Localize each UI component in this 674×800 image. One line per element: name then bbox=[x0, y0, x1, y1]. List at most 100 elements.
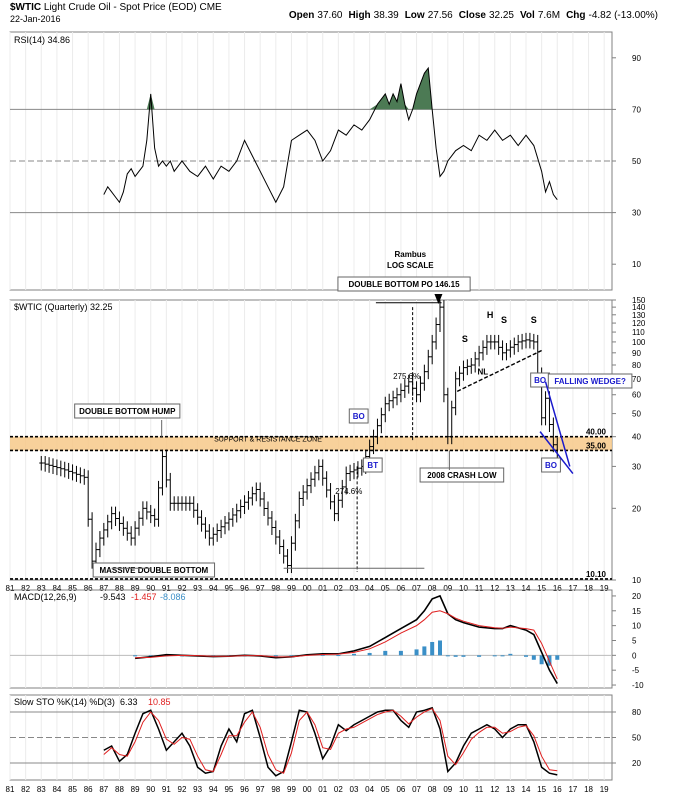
macd-value: -9.543 bbox=[100, 592, 126, 602]
crash-low-label: 2008 CRASH LOW bbox=[427, 471, 497, 480]
sto-x-tick: 16 bbox=[553, 785, 562, 794]
macd-hist-bar bbox=[555, 655, 560, 660]
sto-x-tick: 03 bbox=[350, 785, 359, 794]
price-x-tick: 08 bbox=[428, 584, 437, 593]
wedge-line-upper bbox=[544, 381, 571, 467]
sto-x-tick: 04 bbox=[365, 785, 374, 794]
sto-x-tick: 83 bbox=[37, 785, 46, 794]
massive-double-bottom-label: MASSIVE DOUBLE BOTTOM bbox=[99, 566, 208, 575]
ohlc-value: -4.82 (-13.00%) bbox=[588, 10, 658, 21]
sto-x-tick: 86 bbox=[84, 785, 93, 794]
left-shoulder-label: S bbox=[462, 334, 468, 344]
price-x-tick: 99 bbox=[287, 584, 296, 593]
double-bottom-hump-label: DOUBLE BOTTOM HUMP bbox=[79, 407, 176, 416]
price-y-tick-label: 140 bbox=[632, 303, 646, 312]
rsi-y-tick-label: 10 bbox=[632, 260, 641, 269]
price-x-tick: 95 bbox=[224, 584, 233, 593]
sto-x-tick: 98 bbox=[271, 785, 280, 794]
macd-hist-bar bbox=[148, 655, 153, 657]
ohlc-readout: Open 37.60 High 38.39 Low 27.56 Close 32.25 Vol 7… bbox=[289, 10, 658, 21]
macd-line bbox=[135, 594, 558, 684]
price-x-tick: 12 bbox=[490, 584, 499, 593]
sto-x-tick: 11 bbox=[475, 785, 484, 794]
macd-hist-bar bbox=[438, 640, 442, 656]
sto-x-tick: 92 bbox=[178, 785, 187, 794]
price-x-tick: 19 bbox=[600, 584, 609, 593]
head-label: H bbox=[487, 310, 494, 320]
sto-x-tick: 09 bbox=[443, 785, 452, 794]
price-y-tick-label: 70 bbox=[632, 375, 641, 384]
ohlc-value: 27.56 bbox=[427, 10, 453, 21]
macd-hist-bar bbox=[398, 650, 403, 656]
sto-x-tick: 15 bbox=[537, 785, 546, 794]
po-arrow-icon bbox=[434, 294, 443, 304]
macd-signal-value: -1.457 bbox=[131, 592, 157, 602]
macd-hist-bar bbox=[492, 655, 497, 657]
bo-label-1-box bbox=[348, 408, 369, 424]
support-resistance-zone bbox=[10, 436, 612, 451]
sto-x-tick: 93 bbox=[193, 785, 202, 794]
sto-x-tick: 94 bbox=[209, 785, 218, 794]
price-x-tick: 96 bbox=[240, 584, 249, 593]
price-y-tick-label: 110 bbox=[632, 328, 645, 337]
price-y-tick-label: 150 bbox=[632, 296, 646, 305]
bo-label-3-box bbox=[541, 457, 561, 473]
zone-label: SUPPORT & RESISTANCE ZONE bbox=[214, 436, 322, 443]
price-y-tick-label: 30 bbox=[632, 462, 641, 471]
sto-x-tick: 18 bbox=[584, 785, 593, 794]
macd-y-tick-label: 15 bbox=[632, 607, 641, 616]
macd-hist-bar bbox=[414, 649, 419, 656]
sto-x-tick: 05 bbox=[381, 785, 390, 794]
right-shoulder-label: S bbox=[531, 315, 537, 325]
instrument-name: Light Crude Oil - Spot Price (EOD) bbox=[43, 2, 197, 13]
price-level-label: 35.00 bbox=[586, 441, 607, 450]
macd-hist-bar bbox=[524, 655, 528, 657]
rsi-y-tick-label: 90 bbox=[632, 54, 641, 63]
sto-d-value: 10.85 bbox=[148, 697, 171, 707]
macd-y-tick-label: -10 bbox=[632, 681, 644, 690]
macd-hist-bar bbox=[477, 655, 482, 657]
macd-hist-bar bbox=[422, 646, 427, 656]
price-panel: $WTIC (Quarterly) 32.25 40.00 35.00 10.10 10… bbox=[6, 250, 646, 593]
macd-panel: MACD(12,26,9) -9.543 -1.457 -8.086 20 15 10 5 0… bbox=[9, 589, 644, 690]
bo-label-2: BO bbox=[534, 376, 546, 385]
macd-hist-bar bbox=[367, 652, 372, 656]
macd-hist-bar bbox=[320, 654, 325, 656]
price-x-tick: 82 bbox=[21, 584, 30, 593]
rsi-line bbox=[103, 66, 558, 204]
macd-y-tick-label: 20 bbox=[632, 592, 641, 601]
sto-x-tick: 07 bbox=[412, 785, 421, 794]
price-x-tick: 13 bbox=[506, 584, 515, 593]
price-x-tick: 00 bbox=[303, 584, 312, 593]
macd-hist-bar bbox=[531, 655, 536, 660]
sto-x-tick: 88 bbox=[115, 785, 124, 794]
ohlc-label: Chg bbox=[566, 10, 586, 21]
sto-y-tick-label: 80 bbox=[632, 708, 641, 717]
nl-label: NL bbox=[478, 367, 489, 376]
price-x-tick: 83 bbox=[37, 584, 46, 593]
rsi-overbought-fill bbox=[412, 68, 433, 110]
sto-x-tick: 14 bbox=[522, 785, 531, 794]
price-x-tick: 04 bbox=[365, 584, 374, 593]
price-x-tick: 89 bbox=[131, 584, 140, 593]
neckline bbox=[456, 349, 542, 392]
double-bottom-po-label-box bbox=[337, 276, 471, 292]
price-level-label: 10.10 bbox=[586, 570, 607, 579]
pct-label-2: 274.6% bbox=[335, 487, 362, 496]
price-x-tick: 18 bbox=[584, 584, 593, 593]
crash-low-label-box bbox=[419, 467, 505, 483]
rsi-y-tick-label: 70 bbox=[632, 105, 641, 114]
double-bottom-po-label: DOUBLE BOTTOM PO 146.15 bbox=[349, 280, 461, 289]
price-y-tick-label: 80 bbox=[632, 361, 641, 370]
wedge-line-lower bbox=[539, 431, 574, 475]
sto-x-tick: 01 bbox=[318, 785, 327, 794]
chart-date: 22-Jan-2016 bbox=[10, 14, 61, 24]
double-bottom-hump-label-box bbox=[74, 403, 181, 419]
ohlc-value: 32.25 bbox=[488, 10, 514, 21]
sto-x-tick: 08 bbox=[428, 785, 437, 794]
price-y-tick-label: 20 bbox=[632, 504, 641, 513]
log-scale-label: LOG SCALE bbox=[387, 261, 434, 270]
macd-hist-bar bbox=[453, 655, 458, 657]
sto-x-tick: 00 bbox=[303, 785, 312, 794]
